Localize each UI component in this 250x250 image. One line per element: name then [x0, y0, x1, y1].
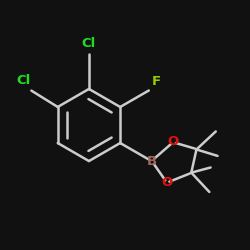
Text: Cl: Cl [16, 74, 31, 87]
Text: B: B [146, 154, 156, 168]
Text: O: O [161, 176, 172, 190]
Text: Cl: Cl [82, 37, 96, 50]
Text: F: F [152, 75, 161, 88]
Text: O: O [168, 135, 179, 148]
